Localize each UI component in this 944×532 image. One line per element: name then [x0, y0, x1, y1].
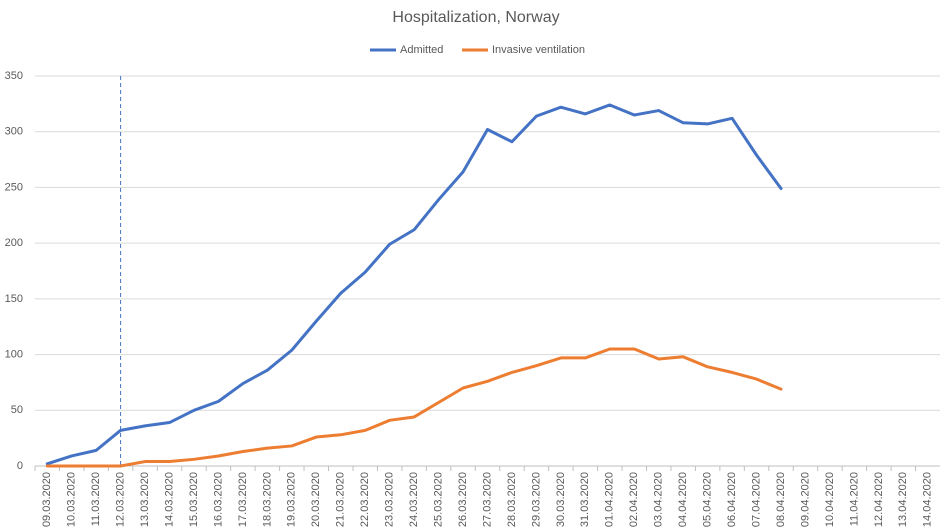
- x-tick-label: 02.04.2020: [628, 472, 640, 527]
- series-line: [45, 103, 783, 466]
- y-tick-label: 250: [5, 181, 23, 193]
- x-tick-label: 11.04.2020: [848, 472, 860, 526]
- x-tick-label: 19.03.2020: [286, 472, 298, 527]
- y-tick-label: 150: [5, 293, 23, 305]
- x-tick-label: 04.04.2020: [677, 472, 689, 527]
- x-tick-label: 15.03.2020: [188, 472, 200, 527]
- x-tick-label: 23.03.2020: [384, 472, 396, 527]
- x-tick-label: 26.03.2020: [457, 472, 469, 527]
- chart-title: Hospitalization, Norway: [392, 9, 559, 26]
- x-tick-label: 22.03.2020: [359, 472, 371, 527]
- y-tick-label: 100: [5, 348, 23, 360]
- x-tick-label: 31.03.2020: [579, 472, 591, 527]
- x-tick-label: 11.03.2020: [90, 472, 102, 526]
- x-tick-label: 03.04.2020: [653, 472, 665, 527]
- x-tick-label: 25.03.2020: [432, 472, 444, 527]
- legend-label: Invasive ventilation: [492, 44, 585, 56]
- x-tick-label: 10.03.2020: [66, 472, 78, 527]
- y-tick-label: 200: [5, 237, 23, 249]
- x-tick-label: 08.04.2020: [775, 472, 787, 527]
- y-tick-label: 50: [11, 404, 23, 416]
- legend-label: Admitted: [400, 44, 443, 56]
- x-tick-label: 05.04.2020: [702, 472, 714, 527]
- x-tick-label: 14.03.2020: [163, 472, 175, 527]
- x-tick-label: 09.03.2020: [41, 472, 53, 527]
- x-tick-label: 13.04.2020: [897, 472, 909, 527]
- x-tick-label: 30.03.2020: [555, 472, 567, 527]
- x-tick-label: 27.03.2020: [481, 472, 493, 527]
- x-tick-label: 17.03.2020: [237, 472, 249, 527]
- x-tick-label: 18.03.2020: [261, 472, 273, 527]
- x-tick-label: 10.04.2020: [824, 472, 836, 527]
- x-tick-label: 16.03.2020: [212, 472, 224, 527]
- x-tick-label: 29.03.2020: [530, 472, 542, 527]
- x-tick-label: 28.03.2020: [506, 472, 518, 527]
- x-tick-label: 13.03.2020: [139, 472, 151, 527]
- x-tick-label: 12.03.2020: [115, 472, 127, 527]
- x-tick-label: 20.03.2020: [310, 472, 322, 527]
- x-tick-label: 12.04.2020: [873, 472, 885, 527]
- x-tick-label: 06.04.2020: [726, 472, 738, 527]
- x-tick-label: 07.04.2020: [750, 472, 762, 527]
- y-tick-label: 300: [5, 126, 23, 138]
- x-tick-label: 24.03.2020: [408, 472, 420, 527]
- x-tick-label: 21.03.2020: [335, 472, 347, 527]
- series-line: [45, 347, 783, 468]
- y-tick-label: 0: [17, 460, 23, 472]
- x-tick-label: 09.04.2020: [799, 472, 811, 527]
- x-tick-label: 14.04.2020: [922, 472, 934, 527]
- x-tick-label: 01.04.2020: [604, 472, 616, 527]
- y-tick-label: 350: [5, 70, 23, 82]
